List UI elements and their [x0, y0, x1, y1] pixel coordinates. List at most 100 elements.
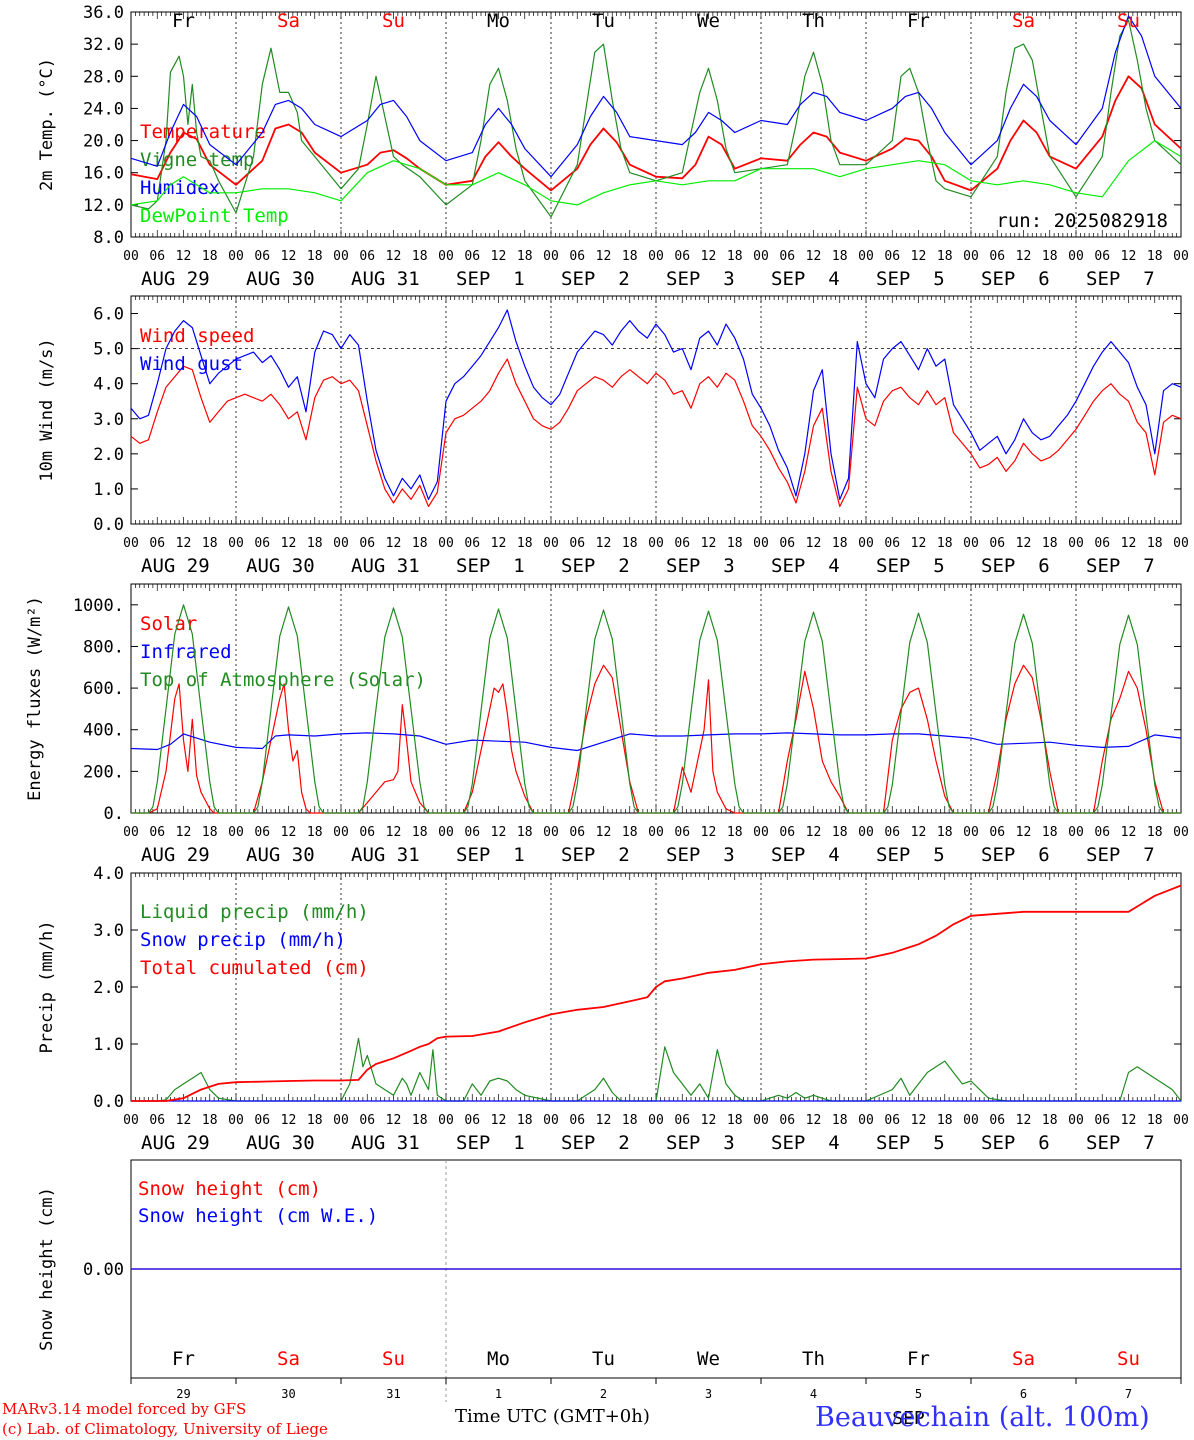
x-hour-label: 18 [727, 825, 743, 840]
y-tick-label: 1.0 [93, 1035, 124, 1055]
y-tick-label: 0.0 [93, 515, 124, 535]
x-hour-label: 00 [543, 1113, 559, 1128]
x-hour-label: 00 [438, 1113, 454, 1128]
x-date-label: SEP 1 [456, 1132, 525, 1154]
y-tick-label: 200. [83, 762, 124, 782]
y-tick-label: 32.0 [83, 35, 124, 55]
x-date-label: SEP 4 [771, 1132, 840, 1154]
x-hour-label: 00 [1068, 1113, 1084, 1128]
x-hour-label: 18 [517, 1113, 533, 1128]
x-hour-label: 00 [543, 249, 559, 264]
x-hour-label: 00 [228, 1113, 244, 1128]
x-hour-label: 00 [333, 249, 349, 264]
x-date-label: AUG 29 [141, 1132, 210, 1154]
x-hour-label: 12 [1016, 249, 1032, 264]
x-date-label: AUG 31 [351, 555, 420, 577]
x-hour-label: 06 [359, 536, 375, 551]
weekday-label: Tu [592, 1348, 615, 1370]
day-number: 1 [495, 1387, 502, 1401]
x-hour-label: 18 [937, 1113, 953, 1128]
weekday-label: Su [1117, 1348, 1140, 1370]
x-hour-label: 00 [753, 536, 769, 551]
run-label: run: 2025082918 [996, 210, 1168, 232]
weekday-label: Su [382, 10, 405, 32]
series-line-vigne-temp [130, 19, 1182, 218]
x-date-label: SEP 4 [771, 555, 840, 577]
x-hour-label: 00 [963, 1113, 979, 1128]
x-hour-label: 00 [1173, 1113, 1189, 1128]
x-hour-label: 06 [884, 1113, 900, 1128]
x-hour-label: 18 [832, 249, 848, 264]
x-hour-label: 00 [858, 1113, 874, 1128]
x-hour-label: 00 [963, 536, 979, 551]
x-hour-label: 06 [464, 536, 480, 551]
station-title: Beauvechain (alt. 100m) [815, 1402, 1150, 1433]
x-hour-label: 06 [674, 249, 690, 264]
x-date-label: SEP 5 [876, 1132, 945, 1154]
x-hour-label: 06 [674, 536, 690, 551]
series-line-infrared [130, 732, 1182, 752]
y-tick-label: 3.0 [93, 410, 124, 430]
x-hour-label: 12 [1121, 1113, 1137, 1128]
x-hour-label: 12 [1121, 536, 1137, 551]
x-hour-label: 06 [149, 1113, 165, 1128]
day-number: 29 [176, 1387, 190, 1401]
x-hour-label: 18 [1042, 825, 1058, 840]
x-hour-label: 12 [806, 249, 822, 264]
y-axis-title: Energy fluxes (W/m²) [25, 596, 45, 801]
x-hour-label: 12 [1016, 1113, 1032, 1128]
series-line-top-of-atmosphere-solar- [131, 604, 1181, 814]
x-hour-label: 12 [386, 825, 402, 840]
y-tick-label: 0.00 [83, 1260, 124, 1280]
x-hour-label: 18 [937, 825, 953, 840]
legend-entry: Vigne temp [140, 149, 254, 171]
x-hour-label: 06 [149, 249, 165, 264]
x-hour-label: 12 [806, 536, 822, 551]
x-date-label: AUG 30 [246, 268, 315, 290]
x-date-label: AUG 29 [141, 844, 210, 866]
x-hour-label: 18 [307, 536, 323, 551]
x-hour-label: 00 [123, 825, 139, 840]
x-hour-label: 18 [307, 1113, 323, 1128]
legend-entry: Infrared [140, 641, 232, 663]
x-hour-label: 00 [333, 825, 349, 840]
x-hour-label: 12 [176, 825, 192, 840]
legend-entry: Wind speed [140, 325, 254, 347]
x-date-label: SEP 4 [771, 268, 840, 290]
y-tick-label: 36.0 [83, 3, 124, 23]
x-hour-label: 06 [569, 249, 585, 264]
x-hour-label: 18 [1147, 249, 1163, 264]
x-date-label: SEP 2 [561, 555, 630, 577]
legend-entry: Top of Atmosphere (Solar) [140, 669, 426, 691]
x-hour-label: 00 [1068, 536, 1084, 551]
y-tick-label: 4.0 [93, 864, 124, 884]
y-tick-label: 3.0 [93, 921, 124, 941]
x-hour-label: 06 [569, 825, 585, 840]
x-hour-label: 06 [254, 1113, 270, 1128]
day-number: 2 [600, 1387, 607, 1401]
legend-entry: Total cumulated (cm) [140, 957, 369, 979]
x-date-label: SEP 6 [981, 1132, 1050, 1154]
x-hour-label: 18 [517, 536, 533, 551]
x-hour-label: 12 [386, 1113, 402, 1128]
x-date-label: SEP 6 [981, 844, 1050, 866]
x-date-label: SEP 3 [666, 1132, 735, 1154]
x-hour-label: 06 [464, 825, 480, 840]
weekday-label: Su [382, 1348, 405, 1370]
chart-panel-0: 8.0 12.0 16.0 20.0 24.0 28.0 32.0 36.0 2m Temp. … [37, 3, 1189, 290]
x-date-label: SEP 7 [1086, 844, 1155, 866]
x-date-label: AUG 30 [246, 1132, 315, 1154]
series-line-total-cumulated-cm- [131, 884, 1182, 1102]
weekday-label: Sa [1012, 10, 1035, 32]
x-hour-label: 18 [202, 825, 218, 840]
x-hour-label: 12 [176, 1113, 192, 1128]
x-date-label: SEP 7 [1086, 555, 1155, 577]
legend-entry: DewPoint Temp [140, 205, 289, 227]
x-date-label: SEP 6 [981, 555, 1050, 577]
x-hour-label: 06 [1094, 1113, 1110, 1128]
x-hour-label: 18 [622, 1113, 638, 1128]
x-hour-label: 18 [832, 1113, 848, 1128]
x-hour-label: 18 [202, 536, 218, 551]
x-hour-label: 00 [1173, 249, 1189, 264]
x-hour-label: 00 [438, 249, 454, 264]
